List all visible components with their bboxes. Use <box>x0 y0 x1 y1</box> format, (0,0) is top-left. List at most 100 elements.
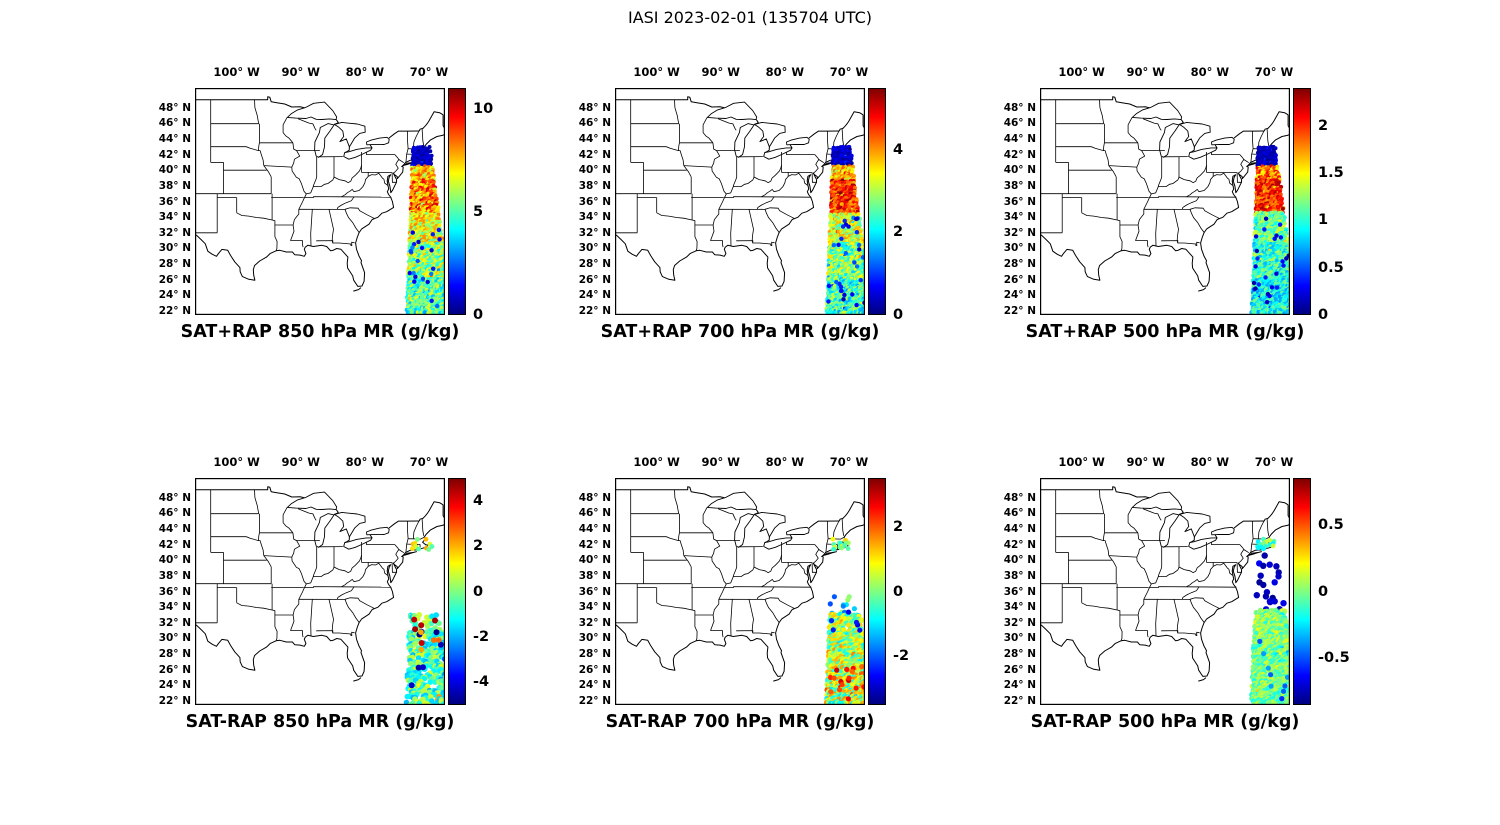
lat-tick-label: 38° N <box>578 179 611 192</box>
lat-tick-label: 48° N <box>1003 491 1036 504</box>
colorbar-tick-label: 1 <box>1318 212 1329 229</box>
lon-tick-label: 100° W <box>213 455 260 469</box>
lon-tick-label: 100° W <box>633 455 680 469</box>
colorbar-tick-label: -2 <box>893 648 910 665</box>
lat-tick-label: 36° N <box>1003 195 1036 208</box>
lat-tick-label: 28° N <box>578 258 611 271</box>
lat-tick-label: 34° N <box>1003 601 1036 614</box>
lon-tick-label: 90° W <box>701 455 740 469</box>
lon-tick-label: 70° W <box>409 65 449 79</box>
lat-tick-label: 26° N <box>1003 663 1036 676</box>
lat-tick-label: 42° N <box>578 538 611 551</box>
panel-caption: SAT+RAP 700 hPa MR (g/kg) <box>600 322 880 342</box>
lon-tick-label: 100° W <box>1058 65 1105 79</box>
map-frame <box>1040 478 1290 705</box>
panel-caption: SAT+RAP 850 hPa MR (g/kg) <box>180 322 460 342</box>
map-frame <box>195 88 445 315</box>
lon-tick-label: 90° W <box>1126 65 1165 79</box>
state-boundaries <box>1040 486 1290 682</box>
lat-tick-label: 28° N <box>158 258 191 271</box>
lat-tick-label: 46° N <box>158 117 191 130</box>
lat-tick-label: 48° N <box>578 491 611 504</box>
colorbar <box>1293 478 1311 705</box>
lat-tick-label: 42° N <box>158 148 191 161</box>
lon-tick-label: 90° W <box>281 65 320 79</box>
lat-tick-label: 44° N <box>578 522 611 535</box>
lat-tick-label: 36° N <box>578 585 611 598</box>
us-basemap <box>615 478 865 705</box>
lat-tick-label: 46° N <box>1003 117 1036 130</box>
colorbar-tick-label: 0 <box>1318 307 1329 323</box>
lon-tick-label: 80° W <box>345 455 385 469</box>
lat-tick-label: 46° N <box>1003 507 1036 520</box>
lat-tick-label: 48° N <box>158 101 191 114</box>
lat-tick-label: 48° N <box>1003 101 1036 114</box>
lat-tick-label: 44° N <box>158 522 191 535</box>
colorbar-tick-label: 0.5 <box>1318 516 1344 533</box>
lat-tick-label: 36° N <box>158 195 191 208</box>
lon-tick-label: 70° W <box>1254 65 1294 79</box>
lat-tick-label: 22° N <box>578 695 611 708</box>
lon-tick-label: 80° W <box>765 455 805 469</box>
colorbar <box>1293 88 1311 315</box>
map-frame <box>615 88 865 315</box>
figure-title: IASI 2023-02-01 (135704 UTC) <box>627 8 873 27</box>
us-basemap <box>195 478 445 705</box>
lat-tick-label: 24° N <box>578 289 611 302</box>
lat-tick-label: 22° N <box>1003 695 1036 708</box>
panel-caption: SAT-RAP 700 hPa MR (g/kg) <box>605 712 875 732</box>
lat-tick-label: 32° N <box>1003 226 1036 239</box>
lat-tick-label: 22° N <box>1003 305 1036 318</box>
lat-tick-label: 44° N <box>578 132 611 145</box>
lat-tick-label: 32° N <box>578 226 611 239</box>
colorbar <box>868 478 886 705</box>
lon-tick-label: 100° W <box>213 65 260 79</box>
colorbar-tick-label: 0 <box>1318 583 1329 600</box>
lat-tick-label: 28° N <box>1003 648 1036 661</box>
lat-tick-label: 36° N <box>578 195 611 208</box>
colorbar <box>448 88 466 315</box>
lat-tick-label: 44° N <box>1003 132 1036 145</box>
colorbar-tick-label: 2 <box>893 518 904 535</box>
lon-tick-label: 70° W <box>1254 455 1294 469</box>
lat-tick-label: 40° N <box>578 554 611 567</box>
lat-tick-label: 40° N <box>158 164 191 177</box>
lat-tick-label: 44° N <box>158 132 191 145</box>
lat-tick-label: 30° N <box>578 632 611 645</box>
state-boundaries <box>615 96 865 292</box>
lat-tick-label: 42° N <box>1003 538 1036 551</box>
state-boundaries <box>195 96 445 292</box>
lat-tick-label: 32° N <box>158 616 191 629</box>
lat-tick-label: 22° N <box>158 305 191 318</box>
lon-tick-label: 100° W <box>1058 455 1105 469</box>
lat-tick-label: 28° N <box>158 648 191 661</box>
colorbar <box>868 88 886 315</box>
colorbar-tick-label: 0 <box>893 307 904 323</box>
lat-tick-label: 38° N <box>578 569 611 582</box>
state-boundaries <box>195 486 445 682</box>
lat-tick-label: 24° N <box>1003 679 1036 692</box>
observation-swath <box>404 145 445 315</box>
observation-swath <box>1249 536 1290 705</box>
lat-tick-label: 36° N <box>1003 585 1036 598</box>
lat-tick-label: 44° N <box>1003 522 1036 535</box>
us-basemap <box>1040 88 1290 315</box>
lon-tick-label: 70° W <box>409 455 449 469</box>
colorbar-tick-label: 2 <box>473 538 484 555</box>
colorbar-tick-label: 0 <box>473 307 484 323</box>
colorbar-tick-label: -0.5 <box>1318 650 1350 667</box>
observation-swath <box>403 536 445 705</box>
colorbar-tick-label: 2 <box>1318 117 1329 134</box>
colorbar-tick-label: 2 <box>893 224 904 241</box>
lat-tick-label: 40° N <box>578 164 611 177</box>
colorbar-tick-label: 0 <box>473 583 484 600</box>
colorbar-tick-label: 5 <box>473 203 484 220</box>
lat-tick-label: 34° N <box>1003 211 1036 224</box>
lat-tick-label: 26° N <box>578 663 611 676</box>
lat-tick-label: 38° N <box>158 179 191 192</box>
map-frame <box>195 478 445 705</box>
us-basemap <box>615 88 865 315</box>
lat-tick-label: 36° N <box>158 585 191 598</box>
lat-tick-label: 26° N <box>158 663 191 676</box>
